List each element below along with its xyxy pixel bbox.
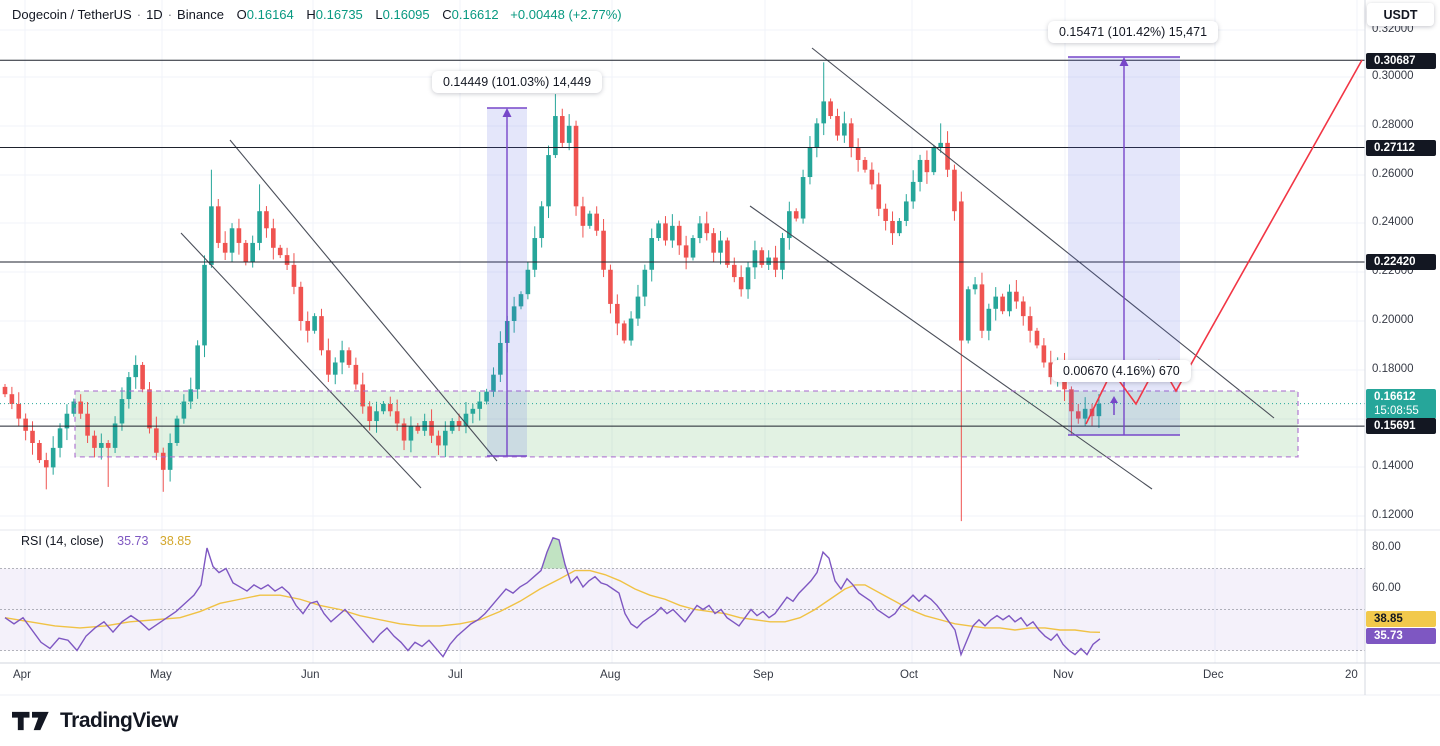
brand-name: TradingView	[60, 709, 178, 732]
rsi-value-badge: 35.73	[1366, 628, 1436, 644]
low-value: 0.16095	[382, 7, 430, 22]
price-tick-label: 0.26000	[1372, 168, 1414, 180]
rsi-title[interactable]: RSI (14, close)	[21, 534, 104, 548]
pane-dividers	[0, 0, 1440, 696]
rsi-legend: RSI (14, close) 35.73 38.85	[21, 534, 191, 548]
time-tick-label: Nov	[1053, 669, 1074, 681]
tradingview-logo[interactable]: TradingView	[12, 708, 178, 734]
gridlines	[0, 0, 1365, 663]
low-label: L	[375, 7, 383, 22]
price-tick-label: 0.32000	[1372, 23, 1414, 35]
ray-price-badge: 0.27112	[1366, 140, 1436, 156]
candlestick-series	[2, 62, 1102, 522]
close-label: C	[442, 7, 452, 22]
separator-dot: ·	[167, 7, 173, 22]
rsi-pane	[0, 536, 1365, 658]
ray-price-badge: 0.15691	[1366, 418, 1436, 434]
horizontal-ray-lines[interactable]	[0, 59, 1365, 427]
change-value: +0.00448 (+2.77%)	[510, 7, 622, 22]
time-tick-label: Dec	[1203, 669, 1224, 681]
current-price-badge: 0.16612 15:08:55	[1366, 389, 1436, 419]
price-tick-label: 0.24000	[1372, 216, 1414, 228]
open-label: O	[236, 7, 247, 22]
symbol-title[interactable]: Dogecoin / TetherUS	[12, 7, 132, 22]
price-tick-label: 0.28000	[1372, 119, 1414, 131]
time-tick-label: Jul	[448, 669, 463, 681]
time-tick-label: May	[150, 669, 172, 681]
ray-price-badge: 0.30687	[1366, 53, 1436, 69]
high-label: H	[306, 7, 316, 22]
separator-dot: ·	[136, 7, 142, 22]
symbol-legend: Dogecoin / TetherUS · 1D · Binance O0.16164 …	[12, 7, 622, 22]
open-value: 0.16164	[246, 7, 294, 22]
measure-label-1[interactable]: 0.14449 (101.03%) 14,449	[432, 71, 603, 93]
time-tick-label: 20	[1345, 669, 1358, 681]
currency-toggle-button[interactable]: USDT	[1367, 3, 1434, 26]
exchange-label[interactable]: Binance	[177, 7, 225, 22]
price-tick-label: 0.30000	[1372, 70, 1414, 82]
ray-price-badge: 0.22420	[1366, 254, 1436, 270]
tradingview-logo-mark-icon	[12, 711, 49, 731]
price-tick-label: 0.14000	[1372, 460, 1414, 472]
time-tick-label: Sep	[753, 669, 774, 681]
time-tick-label: Oct	[900, 669, 918, 681]
support-zone[interactable]	[75, 391, 1298, 457]
trendlines[interactable]	[180, 47, 1275, 490]
price-tick-label: 0.12000	[1372, 509, 1414, 521]
rsi-ma-value: 38.85	[159, 534, 192, 548]
time-tick-label: Jun	[301, 669, 320, 681]
rsi-value: 35.73	[117, 534, 149, 548]
change-measure-label[interactable]: 0.00670 (4.16%) 670	[1052, 360, 1191, 382]
high-value: 0.16735	[315, 7, 363, 22]
rsi-ma-badge: 38.85	[1366, 611, 1436, 627]
price-tick-label: 0.18000	[1372, 363, 1414, 375]
interval-label[interactable]: 1D	[146, 7, 163, 22]
measure-label-2[interactable]: 0.15471 (101.42%) 15,471	[1048, 21, 1219, 43]
price-tick-label: 80.00	[1372, 541, 1401, 553]
price-tick-label: 60.00	[1372, 582, 1401, 594]
time-tick-label: Apr	[13, 669, 31, 681]
price-tick-label: 0.20000	[1372, 314, 1414, 326]
support-zone-border	[74, 390, 1299, 458]
close-value: 0.16612	[451, 7, 499, 22]
time-tick-label: Aug	[600, 669, 621, 681]
